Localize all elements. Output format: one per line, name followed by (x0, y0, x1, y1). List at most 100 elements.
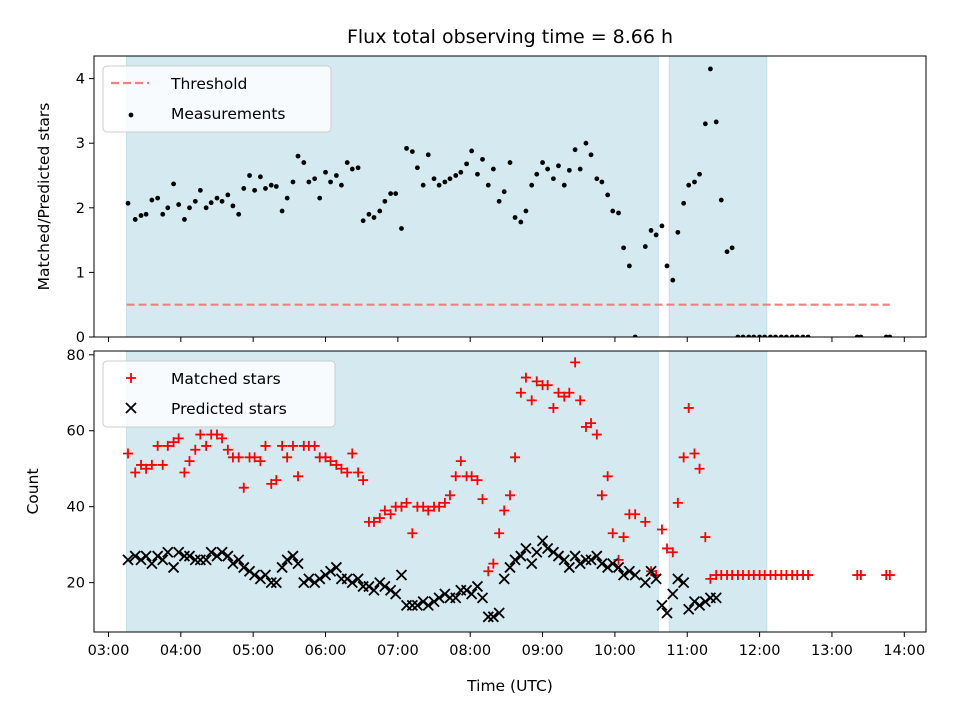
predicted-star-point (178, 550, 191, 562)
y-tick-label: 80 (67, 348, 85, 364)
matched-star-point (287, 440, 298, 451)
predicted-star-point (612, 561, 625, 574)
measurement-point (197, 187, 203, 193)
matched-star-point (336, 463, 347, 474)
matched-star-point (222, 444, 233, 455)
chart-title: Flux total observing time = 8.66 h (347, 26, 673, 48)
measurement-point (263, 186, 268, 191)
measurement-point (746, 334, 752, 337)
matched-star-point (434, 501, 445, 512)
predicted-star-point (167, 561, 180, 574)
matched-star-point (309, 440, 320, 451)
measurement-point (664, 263, 670, 269)
matched-star-point (353, 467, 364, 478)
predicted-star-point (661, 607, 673, 619)
matched-star-point (499, 505, 510, 516)
plot-area (122, 357, 895, 623)
matched-star-point (123, 448, 134, 459)
measurement-point (469, 148, 475, 154)
measurement-point (783, 334, 789, 337)
measurement-point (632, 334, 638, 337)
measurement-point (132, 217, 138, 222)
legend-entry-label: Matched stars (171, 370, 281, 388)
measurement-point (594, 176, 600, 182)
measurement-point (653, 232, 659, 238)
measurement-point (887, 334, 893, 337)
matched-star-point (320, 452, 331, 463)
measurement-point (670, 277, 676, 283)
matched-star-point (201, 440, 212, 451)
x-tick-label: 12:00 (739, 643, 781, 659)
predicted-star-point (607, 558, 619, 570)
legend-entry-label: Predicted stars (171, 400, 287, 418)
measurement-point (339, 182, 344, 188)
x-tick-label: 13:00 (811, 643, 853, 659)
measurement-point (551, 176, 556, 182)
matched-star-point (136, 459, 147, 470)
measurement-point (583, 140, 589, 146)
x-tick-label: 06:00 (305, 643, 347, 659)
measurement-point (349, 166, 355, 172)
measurement-point (328, 179, 333, 185)
measurement-point (648, 228, 654, 233)
matched-star-point (591, 429, 602, 440)
bottom-panel: 20 40 60 80 03:00 04:00 05:00 06:00 07:00 08:00 09… (24, 348, 927, 659)
matched-star-point (271, 475, 282, 486)
measurement-point (344, 160, 350, 165)
measurement-point (176, 202, 182, 207)
predicted-star-point (406, 599, 418, 612)
measurement-point (138, 213, 144, 218)
measurement-point (616, 210, 621, 216)
matched-star-point (705, 573, 716, 584)
predicted-star-point (569, 550, 581, 562)
predicted-star-point (200, 554, 212, 566)
x-tick-label: 10:00 (594, 643, 636, 659)
measurement-point (393, 191, 399, 196)
matched-star-point (260, 440, 271, 451)
predicted-star-point (173, 546, 185, 558)
matched-star-point (396, 501, 407, 512)
predicted-star-point (639, 576, 651, 589)
predicted-star-point (563, 561, 575, 574)
measurement-point (236, 211, 242, 217)
measurement-point (290, 179, 296, 185)
matched-star-point (515, 387, 526, 398)
predicted-star-point (122, 554, 134, 566)
matched-star-point (255, 456, 266, 467)
matched-star-point (472, 475, 483, 486)
matched-star-point (553, 387, 564, 398)
y-tick-label: 0 (76, 330, 85, 346)
matched-star-point (694, 463, 705, 474)
matched-star-point (211, 429, 222, 440)
predicted-star-point (368, 584, 380, 596)
predicted-star-point (248, 569, 261, 581)
matched-star-point (559, 391, 570, 402)
predicted-star-point (233, 554, 245, 566)
predicted-star-point (515, 550, 527, 562)
matched-star-point (423, 505, 434, 516)
measurement-point (241, 186, 247, 191)
measurement-point (496, 198, 502, 204)
shaded-interval (126, 350, 659, 633)
x-axis-label: Time (UTC) (466, 677, 553, 695)
matched-star-point (379, 505, 390, 516)
measurement-point (377, 208, 383, 214)
matched-star-point (277, 440, 288, 451)
predicted-star-point (487, 611, 499, 623)
matched-star-point (184, 456, 195, 467)
y-tick-label: 3 (76, 136, 85, 152)
predicted-star-point (526, 558, 538, 570)
measurement-point (203, 205, 209, 211)
measurement-point (610, 208, 616, 214)
measurement-point (165, 205, 171, 211)
predicted-star-point (471, 580, 484, 593)
matched-star-point (162, 440, 173, 451)
measurement-point (697, 171, 702, 177)
measurement-point (453, 173, 459, 178)
matched-star-point (325, 456, 336, 467)
matched-star-point (249, 452, 260, 463)
matched-star-point (146, 459, 157, 470)
measurement-point (686, 182, 692, 188)
predicted-star-point (482, 611, 494, 623)
measurement-point (252, 187, 258, 193)
